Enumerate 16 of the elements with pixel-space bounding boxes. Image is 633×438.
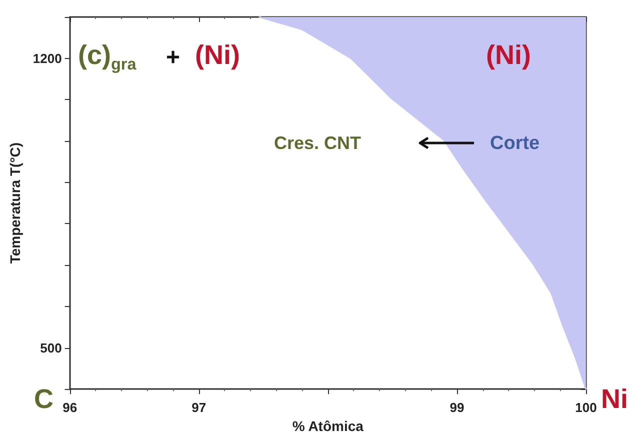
annotation: Corte: [490, 133, 540, 154]
annotation: Cres. CNT: [274, 133, 362, 153]
y-axis-title: Temperatura T(°C): [7, 142, 23, 264]
annotation: +: [166, 44, 180, 71]
annotation: (Ni): [486, 40, 531, 70]
x-tick-label: 96: [62, 400, 78, 416]
x-tick-label: 100: [575, 400, 597, 416]
text: C: [34, 384, 54, 414]
annotation: (c)$_{gra}$: [78, 40, 136, 74]
annotation: (Ni): [195, 40, 240, 70]
y-tick-label: 1200: [32, 50, 62, 66]
x-tick-label: 97: [192, 400, 206, 416]
x-axis-title: % Atômica: [292, 418, 364, 434]
text: Ni: [601, 384, 628, 414]
x-tick-label: 99: [450, 400, 464, 416]
y-tick-label: 500: [40, 340, 62, 356]
